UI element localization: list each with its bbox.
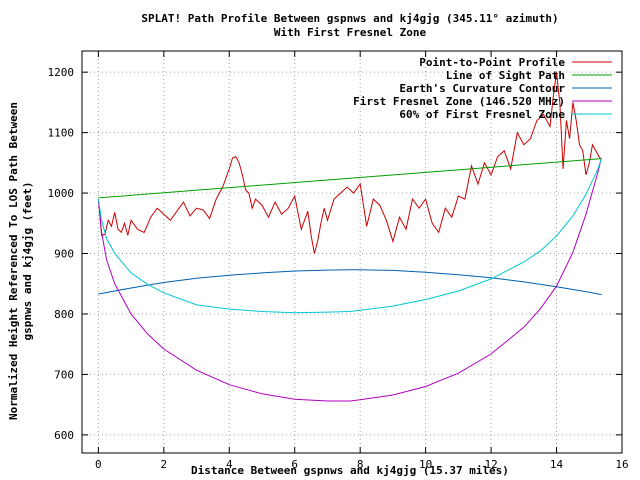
- series-line-first-fresnel-zone-146-520-mhz: [97, 157, 602, 402]
- legend-label: Point-to-Point Profile: [419, 56, 565, 69]
- x-tick-label: 10: [419, 458, 432, 471]
- chart-subtitle: With First Fresnel Zone: [274, 26, 427, 39]
- legend-label: Line of Sight Path: [446, 69, 565, 82]
- y-axis-label-line1: Normalized Height Referenced To LOS Path…: [7, 102, 20, 420]
- y-tick-label: 1200: [48, 66, 75, 79]
- y-tick-label: 700: [54, 368, 74, 381]
- series-line-line-of-sight-path: [98, 158, 602, 199]
- legend-label: First Fresnel Zone (146.520 MHz): [353, 95, 565, 108]
- series-line-point-to-point-profile: [97, 72, 602, 254]
- x-tick-label: 8: [357, 458, 364, 471]
- y-tick-label: 600: [54, 429, 74, 442]
- x-tick-label: 2: [161, 458, 168, 471]
- y-tick-label: 800: [54, 308, 74, 321]
- y-tick-label: 1100: [48, 127, 75, 140]
- x-tick-label: 6: [291, 458, 298, 471]
- x-axis-label: Distance Between gspnws and kj4gjg (15.3…: [191, 464, 509, 477]
- tick-labels: 0 2 4 6 8 10 12 14 16 600 700 800 900 1000 1100 1200: [48, 66, 629, 471]
- plot-frame: [81, 50, 623, 454]
- series-line-60-of-first-fresnel-zone: [97, 158, 602, 314]
- series-line-earth-s-curvature-contour: [98, 269, 602, 296]
- x-tick-label: 14: [550, 458, 564, 471]
- plot-area: [97, 72, 602, 402]
- y-tick-label: 900: [54, 248, 74, 261]
- legend-label: Earth's Curvature Contour: [399, 82, 565, 95]
- x-tick-label: 12: [484, 458, 497, 471]
- x-tick-label: 16: [615, 458, 628, 471]
- legend-label: 60% of First Fresnel Zone: [399, 108, 565, 121]
- axis-ticks: [82, 51, 623, 453]
- y-tick-label: 1000: [48, 187, 75, 200]
- chart-title: SPLAT! Path Profile Between gspnws and k…: [141, 12, 558, 25]
- x-tick-label: 4: [226, 458, 233, 471]
- x-tick-label: 0: [95, 458, 102, 471]
- y-axis-label-line2: gspnws and kj4gjg (feet): [21, 182, 34, 341]
